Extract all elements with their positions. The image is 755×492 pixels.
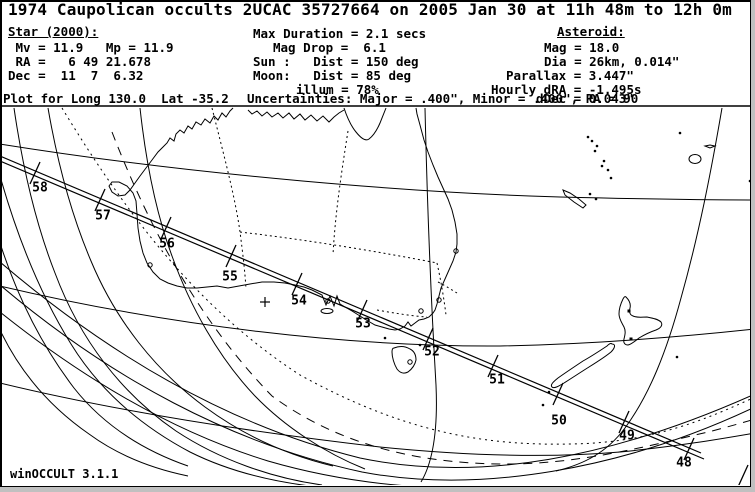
tick-label: 48 <box>676 455 692 471</box>
moon-distance: Moon: Dist = 85 deg <box>253 68 412 83</box>
plot-center-cross <box>260 297 270 307</box>
uncertainties: Uncertainties: Major = .400", Minor = .4… <box>247 91 639 106</box>
graticule-lines <box>0 108 755 482</box>
plot-location: Plot for Long 130.0 Lat -35.2 <box>3 91 229 106</box>
tick-label: 50 <box>551 413 567 429</box>
asteroid-parallax: Parallax = 3.447" <box>506 68 634 83</box>
shadow-path <box>0 156 704 459</box>
tick-label: 54 <box>291 293 307 309</box>
asteroid-mag: Mag = 18.0 <box>544 40 620 55</box>
tick-label: 53 <box>355 316 371 332</box>
city-markers <box>148 131 750 407</box>
australia-coastline <box>109 108 457 330</box>
sun-distance: Sun : Dist = 150 deg <box>253 54 419 69</box>
page-title: 1974 Caupolican occults 2UCAC 35727664 o… <box>8 0 732 19</box>
star-ra: RA = 6 49 21.678 <box>8 54 151 69</box>
mag-drop: Mag Drop = 6.1 <box>273 40 386 55</box>
asteroid-heading: Asteroid: <box>557 24 625 39</box>
max-duration: Max Duration = 2.1 secs <box>253 26 427 41</box>
limb-curves <box>0 108 755 488</box>
pacific-islands <box>563 145 715 208</box>
tick-label: 55 <box>222 269 238 285</box>
state-borders <box>212 108 457 317</box>
tick-label: 49 <box>619 428 635 444</box>
asteroid-hourly-dra: Hourly dRA = -1.495s <box>491 82 642 97</box>
tick-label: 57 <box>95 208 111 224</box>
tick-label: 58 <box>32 180 48 196</box>
asteroid-hourly-ddec: dDec = 0.043" <box>536 91 634 106</box>
star-mv-mp: Mv = 11.9 Mp = 11.9 <box>8 40 174 55</box>
tick-label: 51 <box>489 372 505 388</box>
software-version: winOCCULT 3.1.1 <box>10 467 119 481</box>
tick-label: 56 <box>159 236 175 252</box>
asteroid-diameter: Dia = 26km, 0.014" <box>544 54 680 69</box>
tasmania-coastline <box>392 347 416 373</box>
minute-tick-marks <box>30 162 748 487</box>
new-zealand-coastline <box>551 297 661 388</box>
limit-curves <box>62 108 755 464</box>
moon-illumination: illum = 78% <box>296 82 379 97</box>
star-dec: Dec = 11 7 6.32 <box>8 68 144 83</box>
star-heading: Star (2000): <box>8 24 99 39</box>
tick-label: 52 <box>424 344 440 360</box>
